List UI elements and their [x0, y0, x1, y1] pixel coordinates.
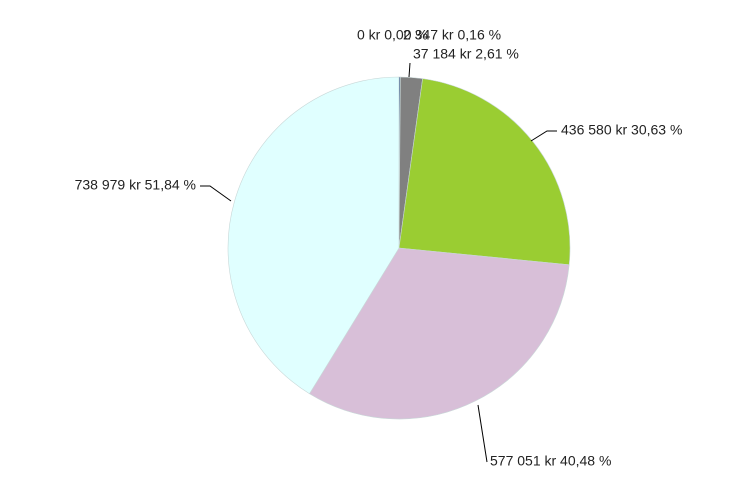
pie-slice	[227, 76, 400, 395]
slice-label: 436 580 kr 30,63 %	[561, 122, 682, 138]
slice-label: 577 051 kr 40,48 %	[490, 453, 611, 469]
leader-line	[477, 404, 488, 463]
leader-line	[200, 185, 232, 202]
pie-slice	[398, 78, 571, 266]
leader-line	[530, 130, 557, 142]
slice-label: 0 kr 0,00 %	[357, 27, 428, 43]
slice-label: 738 979 kr 51,84 %	[75, 177, 196, 193]
slice-label: 2 347 kr 0,16 %	[403, 27, 501, 43]
slice-label: 37 184 kr 2,61 %	[413, 46, 519, 62]
pie-slice	[309, 247, 570, 420]
leader-line	[408, 62, 411, 78]
